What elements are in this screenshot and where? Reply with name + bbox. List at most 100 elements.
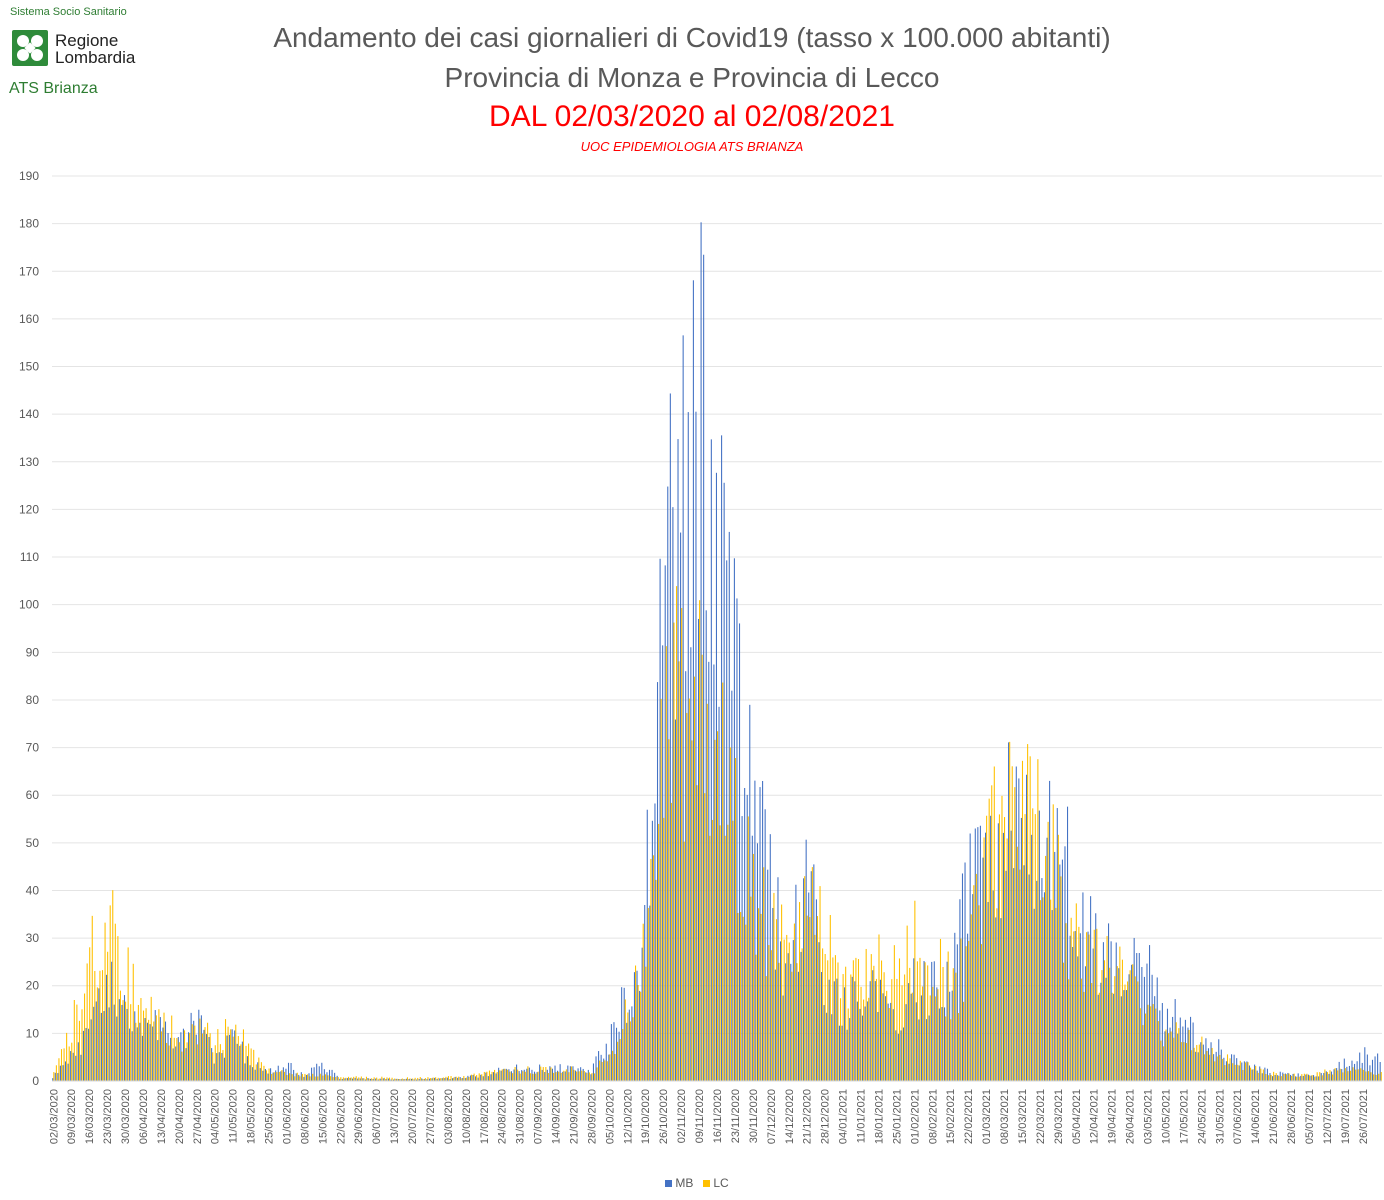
bar-lc xyxy=(581,1070,583,1081)
bar-lc xyxy=(704,793,706,1081)
bar-mb xyxy=(792,940,794,1081)
bar-lc xyxy=(388,1077,391,1081)
bar-lc xyxy=(150,996,152,1081)
bar-mb xyxy=(1305,1074,1307,1081)
bar-mb xyxy=(98,988,100,1081)
bar-lc xyxy=(1373,1074,1375,1081)
bar-mb xyxy=(285,1068,287,1081)
bar-mb xyxy=(352,1078,354,1081)
x-tick-label: 12/07/2021 xyxy=(1322,1089,1334,1144)
bar-lc xyxy=(724,835,726,1081)
x-tick-label: 05/10/2020 xyxy=(604,1089,616,1144)
bar-mb xyxy=(723,482,725,1081)
bar-lc xyxy=(686,712,688,1081)
bar-mb xyxy=(1231,1054,1233,1081)
x-tick-label: 18/01/2021 xyxy=(873,1089,885,1144)
bar-lc xyxy=(896,978,898,1081)
bar-mb xyxy=(1269,1073,1271,1081)
bar-mb xyxy=(244,1063,246,1081)
bar-mb xyxy=(915,1002,917,1081)
bar-lc xyxy=(96,987,98,1081)
bar-lc xyxy=(793,923,795,1081)
bar-lc xyxy=(1250,1067,1252,1081)
bar-mb xyxy=(954,932,956,1081)
bar-lc xyxy=(289,1073,291,1081)
bar-lc xyxy=(1273,1071,1275,1081)
bar-lc xyxy=(1296,1076,1298,1081)
bar-lc xyxy=(1252,1069,1254,1081)
bar-lc xyxy=(66,1032,68,1081)
bar-mb xyxy=(106,974,108,1081)
bar-mb xyxy=(121,1004,123,1081)
bar-lc xyxy=(647,907,649,1081)
bar-lc xyxy=(873,965,875,1081)
bar-lc xyxy=(142,1010,145,1081)
bar-lc xyxy=(806,915,808,1081)
bar-lc xyxy=(1314,1076,1316,1081)
bar-mb xyxy=(385,1079,387,1081)
bar-lc xyxy=(424,1078,426,1081)
bar-mb xyxy=(890,1002,892,1081)
bar-mb xyxy=(172,1048,174,1081)
bar-lc xyxy=(570,1066,573,1081)
bar-mb xyxy=(270,1068,272,1081)
bar-lc xyxy=(875,978,877,1081)
x-tick-label: 04/05/2020 xyxy=(210,1089,222,1144)
bar-lc xyxy=(617,1041,619,1081)
bar-mb xyxy=(613,1022,615,1081)
x-tick-label: 13/07/2020 xyxy=(389,1089,401,1144)
x-tick-label: 17/05/2021 xyxy=(1178,1089,1190,1144)
bar-lc xyxy=(1224,1065,1226,1081)
bar-lc xyxy=(1096,928,1098,1081)
bar-lc xyxy=(240,1044,242,1081)
bar-mb xyxy=(664,565,666,1081)
x-tick-label: 15/02/2021 xyxy=(945,1089,957,1144)
x-tick-label: 21/12/2020 xyxy=(802,1089,814,1144)
bar-lc xyxy=(1329,1070,1331,1081)
bar-mb xyxy=(1100,982,1102,1081)
bar-mb xyxy=(815,899,817,1081)
bar-mb xyxy=(211,1048,213,1081)
bar-mb xyxy=(1002,832,1005,1081)
bar-lc xyxy=(863,999,865,1081)
x-tick-label: 14/12/2020 xyxy=(784,1089,796,1144)
bar-lc xyxy=(1237,1064,1239,1081)
bar-lc xyxy=(363,1078,365,1081)
bar-lc xyxy=(237,1036,239,1081)
bar-lc xyxy=(988,798,990,1081)
bar-lc xyxy=(611,1050,614,1081)
y-tick-label: 180 xyxy=(19,217,39,231)
bar-mb xyxy=(1190,1016,1192,1081)
bar-lc xyxy=(939,938,942,1081)
bar-lc xyxy=(1137,981,1139,1081)
bar-lc xyxy=(460,1078,462,1081)
y-tick-label: 140 xyxy=(19,407,39,421)
bar-mb xyxy=(157,1040,159,1081)
bar-lc xyxy=(171,1015,173,1081)
bar-mb xyxy=(408,1079,410,1081)
bar-mb xyxy=(1313,1075,1315,1081)
bar-lc xyxy=(799,902,801,1081)
bar-lc xyxy=(312,1073,314,1081)
bar-mb xyxy=(567,1065,569,1081)
bar-mb xyxy=(1000,918,1002,1081)
x-tick-label: 12/10/2020 xyxy=(622,1089,634,1144)
bar-lc xyxy=(435,1077,437,1081)
bar-lc xyxy=(224,1019,227,1081)
bar-mb xyxy=(508,1069,510,1081)
bar-mb xyxy=(874,981,876,1081)
x-tick-label: 01/02/2021 xyxy=(909,1089,921,1144)
bar-lc xyxy=(811,867,813,1081)
bar-mb xyxy=(387,1078,389,1081)
bar-lc xyxy=(71,1042,73,1081)
bar-mb xyxy=(1323,1072,1325,1081)
bar-mb xyxy=(1264,1067,1266,1081)
bar-mb xyxy=(820,972,823,1081)
bar-lc xyxy=(1183,1042,1185,1081)
bar-lc xyxy=(178,1042,180,1081)
bar-lc xyxy=(1188,1029,1190,1081)
bar-lc xyxy=(242,1029,244,1081)
bar-lc xyxy=(1073,931,1075,1081)
bar-mb xyxy=(756,843,759,1081)
x-tick-label: 14/06/2021 xyxy=(1250,1089,1262,1144)
